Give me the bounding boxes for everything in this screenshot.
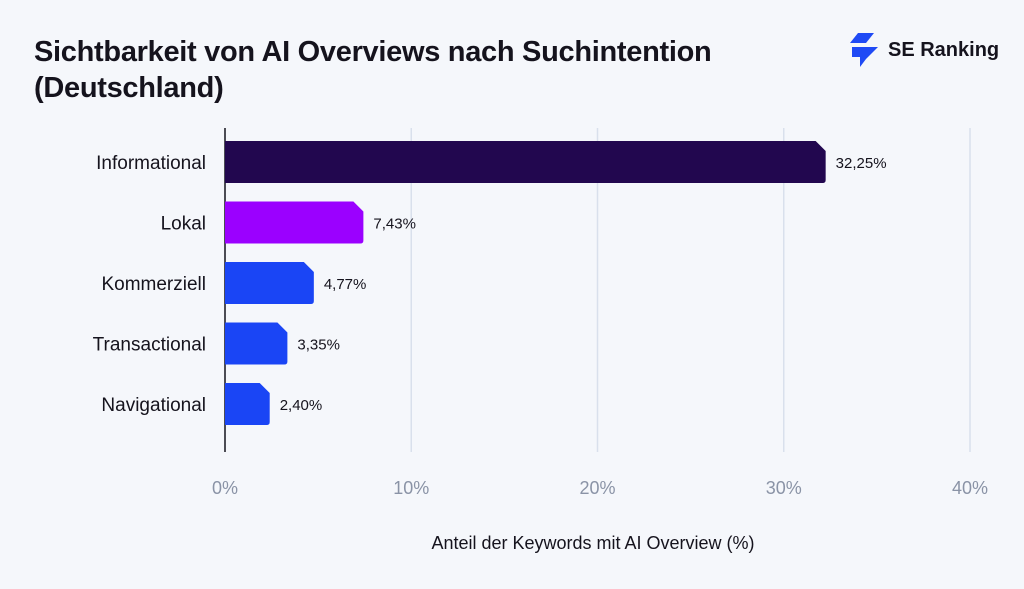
chart-title: Sichtbarkeit von AI Overviews nach Suchi… [34,36,712,104]
data-label: 4,77% [324,276,367,293]
data-label: 3,35% [297,337,340,354]
data-label: 2,40% [280,397,323,414]
x-tick-label: 10% [393,478,429,498]
data-label: 7,43% [373,216,416,233]
x-tick-label: 30% [766,478,802,498]
se-ranking-bolt-icon [850,33,878,67]
category-label: Lokal [161,214,206,235]
category-label: Kommerziell [101,274,206,295]
bar-informational [225,141,826,183]
bar-navigational [225,383,270,425]
bar-lokal [225,201,364,244]
x-tick-label: 40% [952,478,988,498]
bar-transactional [225,322,288,365]
category-label: Navigational [101,395,206,416]
logo-text: SE Ranking [888,38,1000,61]
category-label: Informational [96,153,206,174]
category-label: Transactional [93,335,206,356]
x-tick-label: 20% [579,478,615,498]
x-axis-label: Anteil der Keywords mit AI Overview (%) [431,533,754,553]
x-tick-label: 0% [212,478,238,498]
logo: SE Ranking [848,33,999,67]
data-label: 32,25% [836,155,887,172]
bar-kommerziell [225,262,314,304]
